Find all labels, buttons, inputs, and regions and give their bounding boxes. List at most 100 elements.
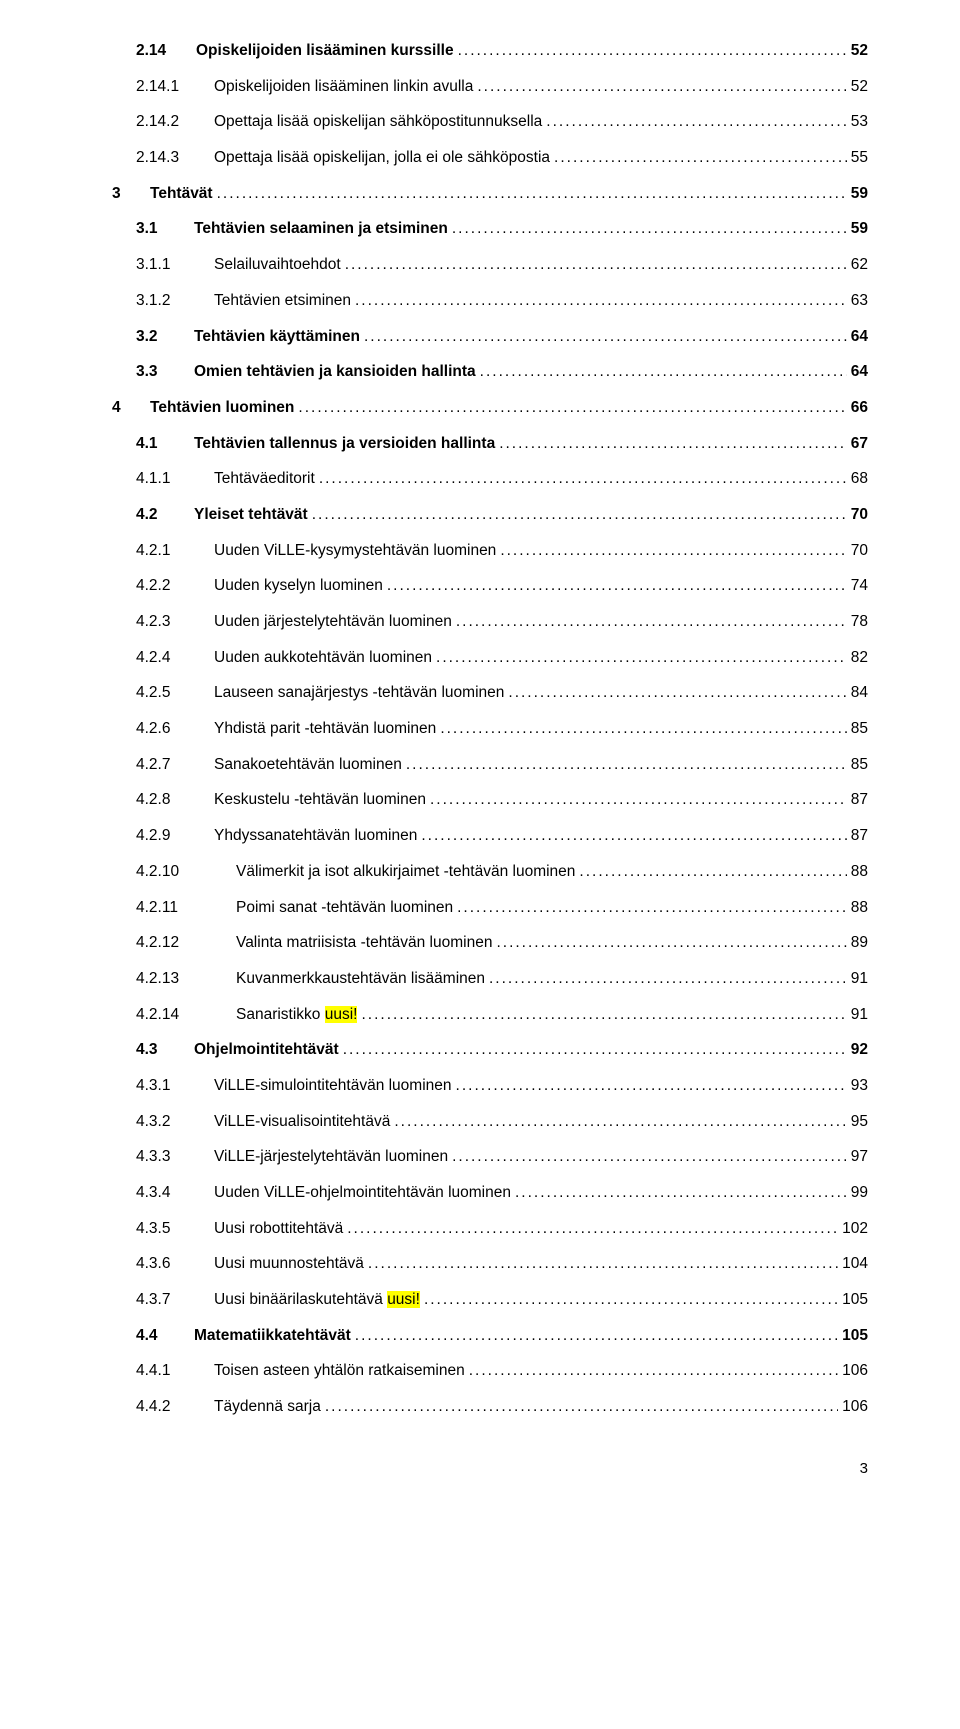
toc-entry-title: Omien tehtävien ja kansioiden hallinta	[194, 361, 476, 383]
toc-leader-dots	[454, 40, 847, 62]
toc-leader-dots	[465, 1360, 838, 1382]
toc-leader-dots	[357, 1004, 846, 1026]
toc-leader-dots	[321, 1396, 838, 1418]
toc-line: 4.3.4Uuden ViLLE-ohjelmointitehtävän luo…	[112, 1182, 868, 1204]
toc-entry-title-text: Sanakoetehtävän luominen	[214, 756, 402, 773]
toc-entry-page: 64	[847, 361, 868, 383]
toc-entry-title: Lauseen sanajärjestys -tehtävän luominen	[214, 682, 504, 704]
toc-entry-number: 4.3.4	[136, 1182, 214, 1204]
toc-entry-number: 4.2.5	[136, 682, 214, 704]
toc-leader-dots	[360, 326, 847, 348]
toc-line: 4.3.7Uusi binäärilaskutehtävä uusi!105	[112, 1289, 868, 1311]
toc-leader-dots	[351, 290, 847, 312]
toc-leader-dots	[511, 1182, 847, 1204]
toc-leader-dots	[315, 468, 847, 490]
toc-entry-page: 88	[847, 861, 868, 883]
toc-entry-page: 93	[847, 1075, 868, 1097]
toc-entry-title-text: Uusi muunnostehtävä	[214, 1255, 364, 1272]
toc-leader-dots	[452, 611, 847, 633]
toc-leader-dots	[448, 1146, 847, 1168]
toc-entry-page: 59	[847, 218, 868, 240]
toc-entry-title-text: Ohjelmointitehtävät	[194, 1041, 339, 1058]
toc-entry-title-text: Selailuvaihtoehdot	[214, 256, 341, 273]
toc-entry-page: 78	[847, 611, 868, 633]
toc-entry-title-text: Välimerkit ja isot alkukirjaimet -tehtäv…	[236, 863, 575, 880]
toc-entry-number: 4.4	[136, 1325, 194, 1347]
toc-entry-title-text: Tehtävien käyttäminen	[194, 328, 360, 345]
toc-leader-dots	[213, 183, 847, 205]
toc-line: 4.3.5Uusi robottitehtävä102	[112, 1218, 868, 1240]
toc-entry-page: 89	[847, 932, 868, 954]
toc-entry-title: Täydennä sarja	[214, 1396, 321, 1418]
toc-entry-title: Yleiset tehtävät	[194, 504, 308, 526]
toc-entry-number: 4.3.5	[136, 1218, 214, 1240]
toc-entry-title-text: Tehtävät	[150, 185, 213, 202]
toc-entry-page: 64	[847, 326, 868, 348]
toc-entry-title: Uuden ViLLE-kysymystehtävän luominen	[214, 540, 496, 562]
toc-entry-title-text: Tehtävien luominen	[150, 399, 294, 416]
toc-entry-number: 4.2.13	[136, 968, 236, 990]
toc-entry-number: 4	[112, 397, 150, 419]
toc-entry-number: 4.2.8	[136, 789, 214, 811]
toc-line: 3Tehtävät59	[112, 183, 868, 205]
toc-entry-title: Tehtävien etsiminen	[214, 290, 351, 312]
toc-leader-dots	[339, 1039, 847, 1061]
toc-entry-page: 53	[847, 111, 868, 133]
toc-entry-title: Keskustelu -tehtävän luominen	[214, 789, 426, 811]
toc-entry-title-text: Keskustelu -tehtävän luominen	[214, 791, 426, 808]
toc-entry-page: 74	[847, 575, 868, 597]
toc-entry-title-text: Opettaja lisää opiskelijan, jolla ei ole…	[214, 149, 550, 166]
toc-entry-number: 4.3.3	[136, 1146, 214, 1168]
toc-entry-title: Selailuvaihtoehdot	[214, 254, 341, 276]
toc-line: 4.2.14Sanaristikko uusi!91	[112, 1004, 868, 1026]
toc-entry-title-text: Kuvanmerkkaustehtävän lisääminen	[236, 970, 485, 987]
toc-entry-number: 4.4.1	[136, 1360, 214, 1382]
toc-entry-page: 88	[847, 897, 868, 919]
toc-entry-title-text: Omien tehtävien ja kansioiden hallinta	[194, 363, 476, 380]
toc-entry-title: Uusi binäärilaskutehtävä uusi!	[214, 1289, 420, 1311]
toc-entry-page: 66	[847, 397, 868, 419]
toc-line: 4.4.2Täydennä sarja106	[112, 1396, 868, 1418]
toc-entry-title-text: Valinta matriisista -tehtävän luominen	[236, 934, 492, 951]
toc-entry-number: 4.2	[136, 504, 194, 526]
toc-entry-number: 4.2.3	[136, 611, 214, 633]
toc-entry-title-text: Uuden ViLLE-ohjelmointitehtävän luominen	[214, 1184, 511, 1201]
toc-entry-title-text: Tehtäväeditorit	[214, 470, 315, 487]
toc-entry-number: 4.2.11	[136, 897, 236, 919]
toc-entry-number: 4.3.2	[136, 1111, 214, 1133]
toc-leader-dots	[575, 861, 846, 883]
toc-leader-dots	[452, 1075, 847, 1097]
toc-line: 4.1.1Tehtäväeditorit68	[112, 468, 868, 490]
toc-line: 4.3.1ViLLE-simulointitehtävän luominen93	[112, 1075, 868, 1097]
toc-line: 3.1.1Selailuvaihtoehdot62	[112, 254, 868, 276]
toc-entry-title-text: Toisen asteen yhtälön ratkaiseminen	[214, 1362, 465, 1379]
toc-entry-title: Valinta matriisista -tehtävän luominen	[236, 932, 492, 954]
toc-line: 4.2.8Keskustelu -tehtävän luominen87	[112, 789, 868, 811]
toc-line: 4.2.1Uuden ViLLE-kysymystehtävän luomine…	[112, 540, 868, 562]
toc-entry-title: Toisen asteen yhtälön ratkaiseminen	[214, 1360, 465, 1382]
toc-line: 3.2Tehtävien käyttäminen 64	[112, 326, 868, 348]
toc-entry-number: 4.3	[136, 1039, 194, 1061]
toc-leader-dots	[504, 682, 846, 704]
toc-entry-number: 3.2	[136, 326, 194, 348]
toc-entry-title: ViLLE-visualisointitehtävä	[214, 1111, 390, 1133]
toc-entry-title-text: Yhdistä parit -tehtävän luominen	[214, 720, 436, 737]
toc-line: 4.2.2Uuden kyselyn luominen74	[112, 575, 868, 597]
toc-entry-title: Uuden järjestelytehtävän luominen	[214, 611, 452, 633]
toc-entry-page: 91	[847, 968, 868, 990]
toc-entry-page: 85	[847, 754, 868, 776]
toc-entry-number: 4.2.12	[136, 932, 236, 954]
toc-entry-page: 105	[838, 1325, 868, 1347]
toc-line: 4.2.6Yhdistä parit -tehtävän luominen85	[112, 718, 868, 740]
toc-entry-title: ViLLE-järjestelytehtävän luominen	[214, 1146, 448, 1168]
toc-entry-page: 95	[847, 1111, 868, 1133]
toc-entry-number: 4.2.14	[136, 1004, 236, 1026]
toc-entry-title: Yhdistä parit -tehtävän luominen	[214, 718, 436, 740]
toc-entry-page: 62	[847, 254, 868, 276]
toc-entry-title: Opiskelijoiden lisääminen linkin avulla	[214, 76, 473, 98]
toc-leader-dots	[542, 111, 846, 133]
toc-entry-number: 4.2.4	[136, 647, 214, 669]
toc-entry-title-text: Yhdyssanatehtävän luominen	[214, 827, 417, 844]
toc-leader-dots	[550, 147, 847, 169]
toc-entry-title-text: Opiskelijoiden lisääminen kurssille	[196, 42, 454, 59]
